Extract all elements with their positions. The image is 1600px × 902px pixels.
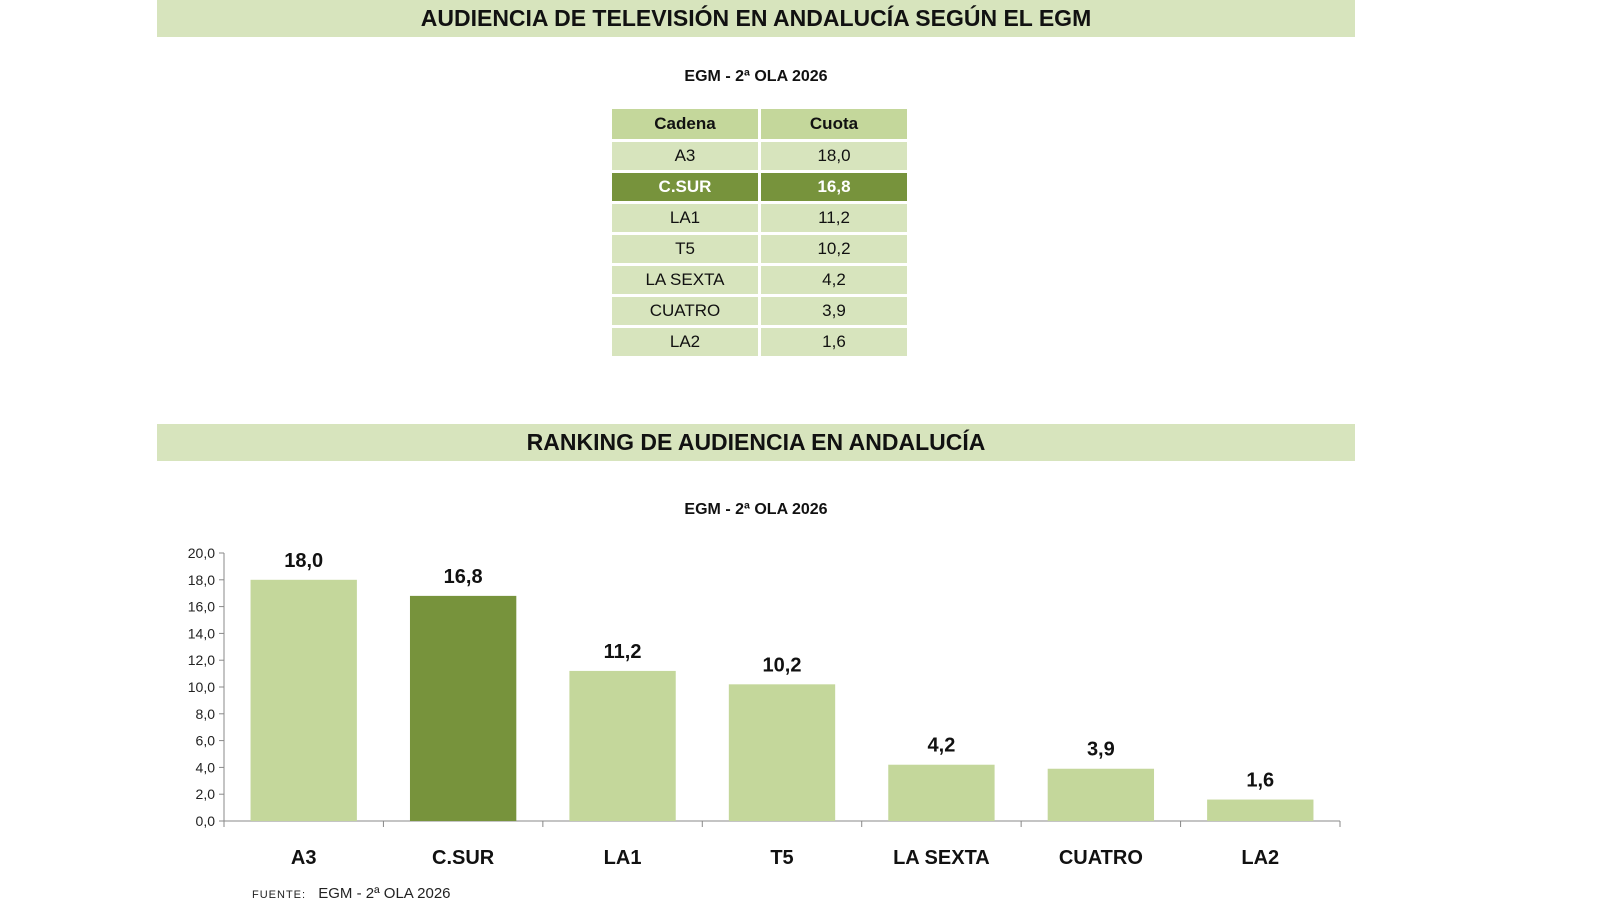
x-category-label: LA SEXTA — [893, 847, 990, 869]
table-row: T5 10,2 — [612, 235, 907, 263]
y-tick-label: 10,0 — [188, 679, 215, 695]
col-header-cuota: Cuota — [761, 109, 907, 139]
y-tick-label: 16,0 — [188, 599, 215, 615]
cell-cuota: 3,9 — [761, 297, 907, 325]
cell-cadena: C.SUR — [612, 173, 758, 201]
bar-value-label: 1,6 — [1246, 770, 1274, 792]
source-label: FUENTE: — [252, 889, 307, 901]
x-category-label: T5 — [770, 847, 793, 869]
cell-cadena: LA1 — [612, 204, 758, 232]
x-category-label: A3 — [291, 847, 317, 869]
table-row: LA1 11,2 — [612, 204, 907, 232]
y-tick-label: 4,0 — [196, 759, 216, 775]
chart-title: EGM - 2ª OLA 2026 — [684, 501, 828, 518]
bar — [1047, 768, 1155, 821]
y-tick-label: 12,0 — [188, 652, 215, 668]
cell-cuota: 16,8 — [761, 173, 907, 201]
col-header-cadena: Cadena — [612, 109, 758, 139]
share-table: Cadena Cuota A3 18,0 C.SUR 16,8 LA1 11,2 T5 10,… — [609, 106, 910, 359]
cell-cadena: A3 — [612, 142, 758, 170]
bar-value-label: 4,2 — [928, 735, 956, 757]
cell-cuota: 1,6 — [761, 328, 907, 356]
x-category-label: C.SUR — [432, 847, 495, 869]
bar — [569, 670, 676, 821]
table-header-row: Cadena Cuota — [612, 109, 907, 139]
bar — [888, 764, 995, 821]
cell-cuota: 4,2 — [761, 266, 907, 294]
cell-cuota: 18,0 — [761, 142, 907, 170]
bar-value-label: 11,2 — [604, 641, 642, 663]
source-text: EGM - 2ª OLA 2026 — [318, 885, 451, 902]
bar-value-label: 18,0 — [284, 550, 323, 572]
x-category-label: LA1 — [604, 847, 642, 869]
cell-cuota: 10,2 — [761, 235, 907, 263]
page-title: AUDIENCIA DE TELEVISIÓN EN ANDALUCÍA SEG… — [420, 5, 1092, 31]
y-tick-label: 8,0 — [196, 706, 216, 722]
cell-cuota: 11,2 — [761, 204, 907, 232]
y-tick-label: 14,0 — [188, 625, 215, 641]
page-title-banner: AUDIENCIA DE TELEVISIÓN EN ANDALUCÍA SEG… — [157, 0, 1355, 37]
x-category-label: CUATRO — [1059, 847, 1143, 869]
table-row: LA2 1,6 — [612, 328, 907, 356]
source-footer: FUENTE: EGM - 2ª OLA 2026 — [252, 885, 451, 902]
x-category-label: LA2 — [1241, 847, 1279, 869]
y-tick-label: 20,0 — [188, 545, 215, 561]
table-row: CUATRO 3,9 — [612, 297, 907, 325]
bar-value-label: 16,8 — [444, 566, 483, 588]
table-row: A3 18,0 — [612, 142, 907, 170]
cell-cadena: LA2 — [612, 328, 758, 356]
cell-cadena: LA SEXTA — [612, 266, 758, 294]
y-tick-label: 6,0 — [196, 733, 216, 749]
ranking-title-banner: RANKING DE AUDIENCIA EN ANDALUCÍA — [157, 424, 1355, 461]
table-row: C.SUR 16,8 — [612, 173, 907, 201]
table-subtitle: EGM - 2ª OLA 2026 — [684, 68, 828, 85]
ranking-title: RANKING DE AUDIENCIA EN ANDALUCÍA — [526, 429, 986, 455]
cell-cadena: CUATRO — [612, 297, 758, 325]
cell-cadena: T5 — [612, 235, 758, 263]
y-tick-label: 2,0 — [196, 786, 216, 802]
bar — [409, 595, 517, 821]
y-tick-label: 0,0 — [196, 813, 216, 829]
bar-value-label: 3,9 — [1087, 739, 1115, 761]
bar — [1207, 799, 1314, 821]
table-row: LA SEXTA 4,2 — [612, 266, 907, 294]
bar — [250, 579, 357, 821]
y-tick-label: 18,0 — [188, 572, 215, 588]
bar-value-label: 10,2 — [763, 654, 802, 676]
bar — [728, 684, 836, 821]
